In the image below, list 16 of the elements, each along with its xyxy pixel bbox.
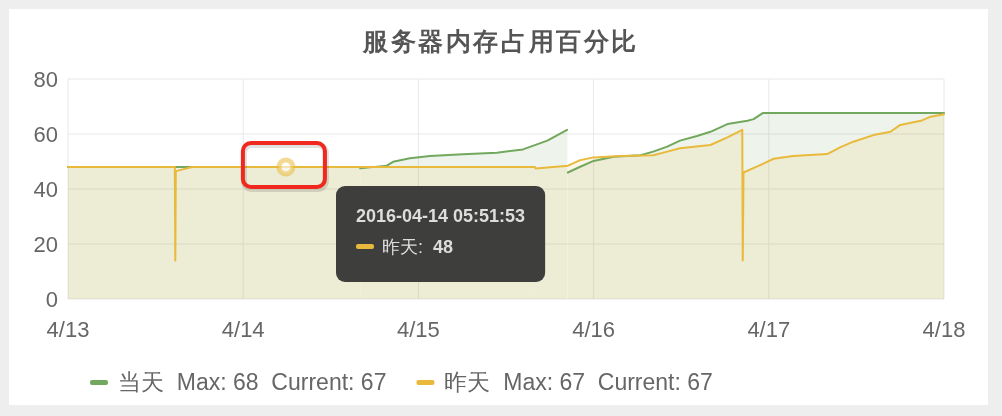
y-tick-label: 0 [45, 287, 58, 312]
x-tick-label: 4/16 [572, 317, 616, 342]
y-tick-label: 20 [33, 232, 58, 257]
x-tick-label: 4/15 [396, 317, 440, 342]
annotation: 2016-04-14 05:51:53 昨天: 48 [356, 206, 526, 257]
x-tick-label: 4/14 [221, 317, 265, 342]
chart-title: 服务器内存占用百分比 [362, 27, 639, 55]
x-tick-label: 4/13 [46, 317, 90, 342]
y-tick-label: 40 [33, 177, 58, 202]
x-tick-label: 4/17 [747, 317, 791, 342]
x-tick-label: 4/18 [922, 317, 966, 342]
legend-label: 当天 Max: 68 Current: 67 [118, 369, 387, 395]
annotation: 2016-04-14 05:51:53 昨天: 48 [336, 186, 546, 282]
y-tick-label: 80 [33, 67, 58, 92]
y-tick-label: 60 [33, 122, 58, 147]
legend-label: 昨天 Max: 67 Current: 67 [444, 369, 713, 395]
